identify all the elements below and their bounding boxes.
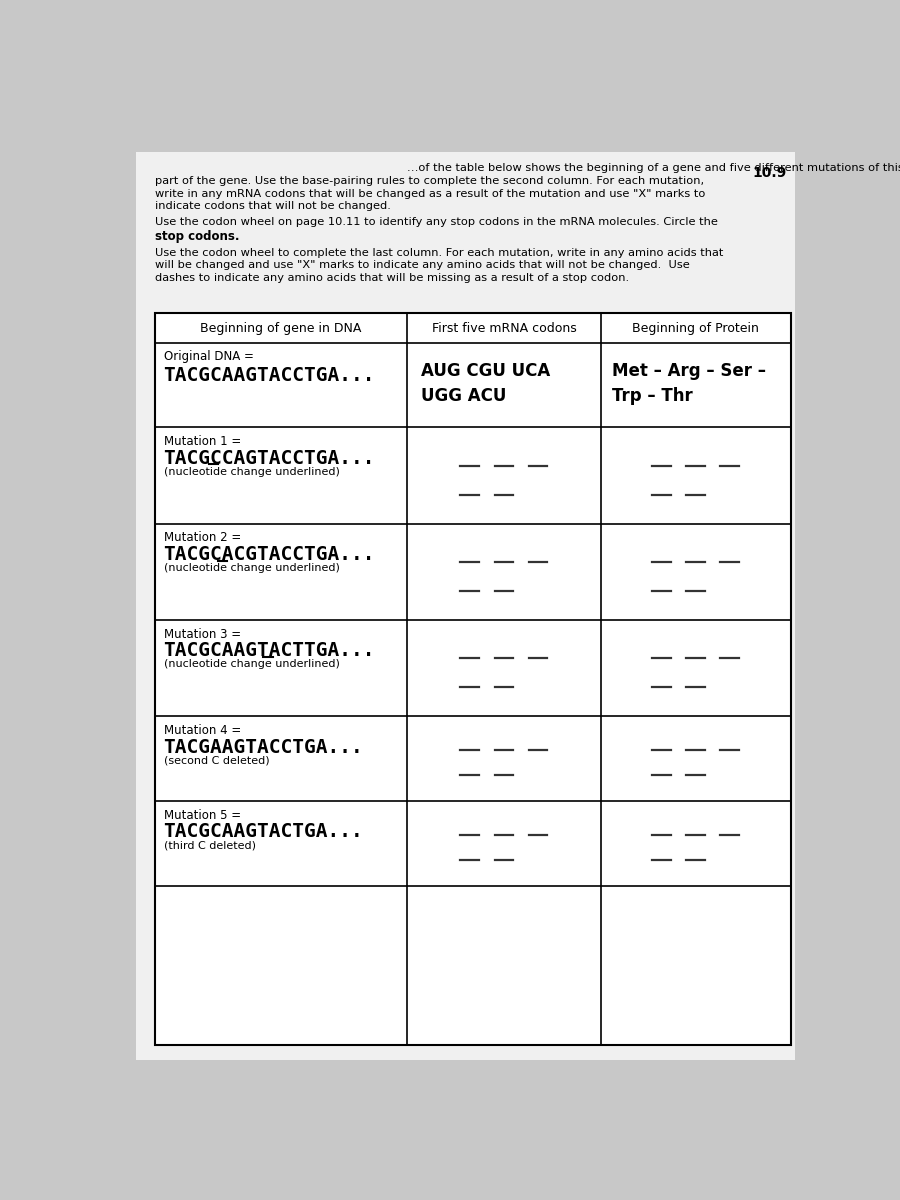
Text: Mutation 1 =: Mutation 1 = <box>165 436 242 448</box>
Text: Original DNA =: Original DNA = <box>165 350 255 364</box>
Text: 10.9: 10.9 <box>752 166 787 180</box>
Text: TACGCAAGTACTGA...: TACGCAAGTACTGA... <box>163 822 363 841</box>
Text: (nucleotide change underlined): (nucleotide change underlined) <box>165 563 340 572</box>
Text: Mutation 4 =: Mutation 4 = <box>165 724 242 737</box>
Text: Use the codon wheel on page 10.11 to identify any stop codons in the mRNA molecu: Use the codon wheel on page 10.11 to ide… <box>155 217 718 227</box>
Text: AUG CGU UCA: AUG CGU UCA <box>421 362 550 380</box>
Text: Beginning of Protein: Beginning of Protein <box>632 322 759 335</box>
Text: Mutation 2 =: Mutation 2 = <box>165 532 242 545</box>
Bar <box>155 313 790 1045</box>
Text: stop codons.: stop codons. <box>155 230 239 244</box>
Text: TACGCACGTACCTGA...: TACGCACGTACCTGA... <box>163 545 374 564</box>
Text: (nucleotide change underlined): (nucleotide change underlined) <box>165 467 340 476</box>
Text: Mutation 5 =: Mutation 5 = <box>165 809 241 822</box>
Text: will be changed and use "X" marks to indicate any amino acids that will not be c: will be changed and use "X" marks to ind… <box>155 260 690 270</box>
Text: (third C deleted): (third C deleted) <box>165 840 256 850</box>
Text: write in any mRNA codons that will be changed as a result of the mutation and us: write in any mRNA codons that will be ch… <box>155 188 706 199</box>
Text: Trp – Thr: Trp – Thr <box>612 388 693 406</box>
Text: Beginning of gene in DNA: Beginning of gene in DNA <box>201 322 362 335</box>
Text: First five mRNA codons: First five mRNA codons <box>431 322 576 335</box>
Text: TACGAAGTACCTGA...: TACGAAGTACCTGA... <box>163 738 363 757</box>
Text: dashes to indicate any amino acids that will be missing as a result of a stop co: dashes to indicate any amino acids that … <box>155 272 629 282</box>
Text: TACGCAAGTACCTGA...: TACGCAAGTACCTGA... <box>163 366 374 385</box>
Text: Use the codon wheel to complete the last column. For each mutation, write in any: Use the codon wheel to complete the last… <box>155 248 724 258</box>
Text: TACGCCAGTACCTGA...: TACGCCAGTACCTGA... <box>163 449 374 468</box>
Text: part of the gene. Use the base-pairing rules to complete the second column. For : part of the gene. Use the base-pairing r… <box>155 176 704 186</box>
Text: Mutation 3 =: Mutation 3 = <box>165 628 241 641</box>
Text: …of the table below shows the beginning of a gene and five different mutations o: …of the table below shows the beginning … <box>407 163 900 173</box>
Text: TACGCAAGTACTTGA...: TACGCAAGTACTTGA... <box>163 642 374 660</box>
Text: (second C deleted): (second C deleted) <box>165 755 270 766</box>
Text: Met – Arg – Ser –: Met – Arg – Ser – <box>612 362 767 380</box>
Text: UGG ACU: UGG ACU <box>421 388 507 406</box>
Text: indicate codons that will not be changed.: indicate codons that will not be changed… <box>155 200 391 211</box>
Text: (nucleotide change underlined): (nucleotide change underlined) <box>165 659 340 670</box>
